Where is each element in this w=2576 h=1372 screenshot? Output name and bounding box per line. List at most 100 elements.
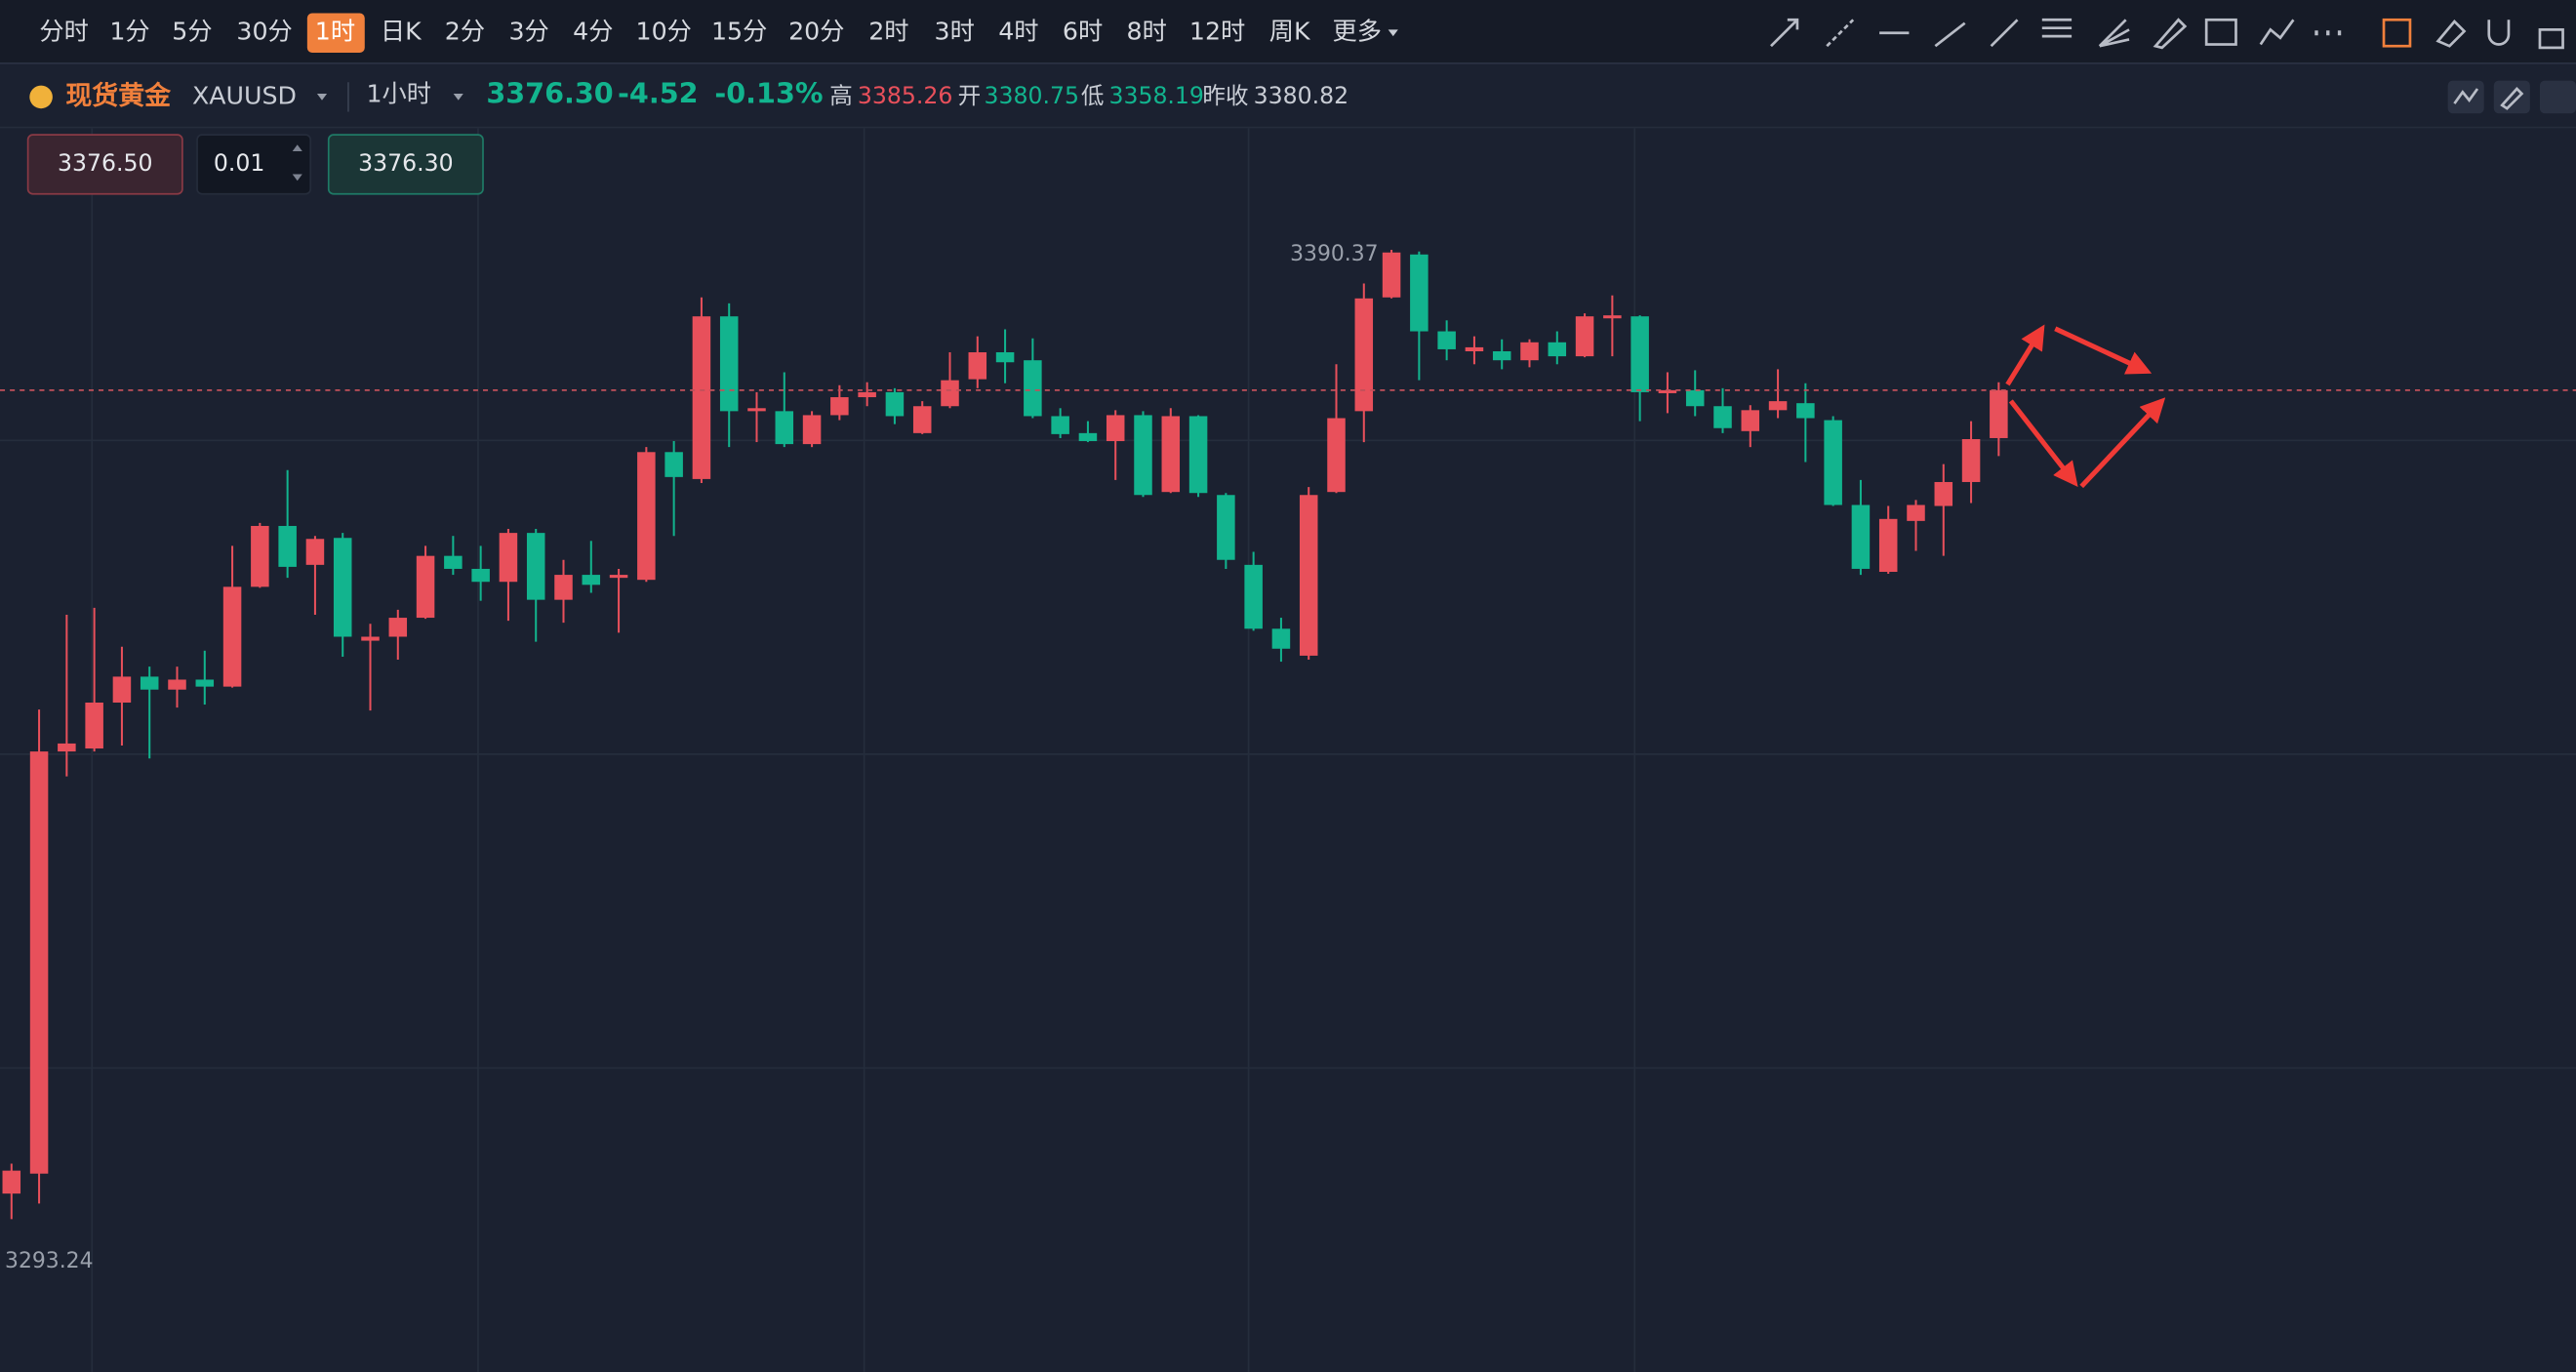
dropdown-caret[interactable]: [453, 94, 463, 101]
candle-body: [1354, 298, 1374, 412]
symbol-icon: [29, 85, 53, 109]
tool-icon[interactable]: [2204, 18, 2237, 46]
candle-body: [278, 525, 297, 567]
interval-tab[interactable]: 2时: [868, 18, 908, 46]
candle-body: [1465, 346, 1484, 351]
candle-body: [195, 679, 215, 687]
interval-tab[interactable]: 1分: [109, 18, 149, 46]
interval-tab[interactable]: 4分: [573, 18, 613, 46]
candle-body: [1134, 415, 1152, 496]
interval-tab[interactable]: 12时: [1189, 18, 1245, 46]
candle-body: [1824, 420, 1842, 505]
candle-body: [885, 391, 905, 417]
candle-body: [112, 676, 132, 703]
grid: [0, 128, 2576, 1372]
candle-body: [1437, 331, 1456, 349]
candle-body: [1603, 315, 1622, 319]
tool-icon[interactable]: [1826, 19, 1855, 48]
candle-body: [140, 676, 159, 690]
interval-tab[interactable]: 20分: [788, 18, 844, 46]
candle-body: [1851, 504, 1871, 569]
candles: 3390.37 3293.24: [0, 242, 2576, 1273]
interval-tab[interactable]: 3时: [935, 18, 975, 46]
candle-body: [1299, 495, 1318, 656]
candle-body: [912, 406, 932, 433]
buy-button[interactable]: [327, 134, 484, 195]
tool-icon[interactable]: [1770, 18, 1799, 48]
interval-tab[interactable]: 5分: [172, 18, 212, 46]
sell-price[interactable]: 3376.50: [58, 149, 152, 177]
tool-icon[interactable]: [2041, 18, 2073, 38]
chart-button[interactable]: [2493, 80, 2530, 114]
interval-tab[interactable]: 15分: [711, 18, 767, 46]
interval-tab[interactable]: 8时: [1127, 18, 1167, 46]
annotation-arrows: [2005, 324, 2166, 489]
prev-close-value: 3380.82: [1254, 82, 1348, 109]
low-value: 3358.19: [1108, 82, 1203, 109]
candle-body: [444, 555, 463, 569]
symbol-name[interactable]: 现货黄金: [65, 80, 172, 111]
tool-icon[interactable]: [2487, 20, 2511, 46]
prev-close-label: 昨收: [1202, 82, 1248, 109]
price-change-pct: -0.13%: [714, 77, 823, 110]
period[interactable]: 1小时: [366, 80, 431, 108]
sell-button[interactable]: [26, 134, 183, 195]
tool-icon[interactable]: [2435, 19, 2467, 48]
qty-input[interactable]: [196, 134, 312, 195]
candle-body: [582, 575, 601, 585]
candle-body: [85, 702, 103, 749]
candle-body: [2, 1170, 21, 1194]
candle-body: [222, 586, 242, 687]
tool-icon[interactable]: [2153, 18, 2188, 50]
interval-tab[interactable]: 分时: [39, 18, 89, 46]
tool-icon[interactable]: [1990, 19, 2019, 48]
tool-icon[interactable]: [2382, 18, 2412, 48]
interval-tab[interactable]: 4时: [998, 18, 1038, 46]
symbol-code[interactable]: XAUUSD: [192, 81, 297, 109]
arrow: [2079, 397, 2166, 489]
candle-body: [1492, 350, 1511, 361]
candle-body: [1685, 389, 1705, 407]
candle-body: [802, 415, 822, 445]
interval-tab[interactable]: 6时: [1063, 18, 1103, 46]
last-price: 3376.30: [486, 77, 613, 110]
interval-tabs: 分时 1分 5分 30分 1时 日K 2分 3分 4分 10分 15分 20分 2时 3时 4时 6时 8时 12…: [39, 13, 1398, 53]
tool-icon[interactable]: [2098, 19, 2130, 48]
candle-body: [471, 568, 490, 583]
tool-icon[interactable]: [2259, 19, 2295, 46]
candle-body: [251, 525, 269, 587]
interval-tab[interactable]: 30分: [236, 18, 292, 46]
candle-body: [1244, 564, 1263, 629]
interval-tab[interactable]: 2分: [445, 18, 485, 46]
candle-body: [1410, 254, 1429, 332]
candle-body: [333, 538, 352, 637]
candle-body: [664, 452, 683, 477]
candle-body: [1990, 389, 2008, 438]
chart-button[interactable]: [2539, 80, 2576, 114]
high-label: 高: [829, 82, 853, 109]
candle-body: [941, 380, 959, 407]
dropdown-caret[interactable]: [316, 94, 328, 101]
candle-body: [1741, 410, 1760, 431]
interval-tab[interactable]: 1时: [315, 18, 355, 46]
interval-tab[interactable]: 周K: [1269, 18, 1311, 46]
interval-tab[interactable]: 3分: [508, 18, 548, 46]
buy-price[interactable]: 3376.30: [358, 149, 453, 177]
candle-body: [692, 316, 711, 479]
candle-body: [361, 636, 380, 641]
tool-icon[interactable]: [2538, 28, 2564, 50]
tool-icon[interactable]: [1934, 21, 1966, 48]
candle-body: [416, 555, 435, 619]
arrow: [2054, 326, 2153, 375]
candle-body: [554, 575, 573, 600]
qty-value[interactable]: 0.01: [214, 149, 264, 177]
candle-body: [1961, 438, 1981, 482]
candle-body: [637, 452, 656, 581]
candle-body: [1188, 416, 1208, 494]
interval-tab[interactable]: 更多: [1332, 18, 1382, 46]
interval-tab[interactable]: 日K: [381, 18, 423, 46]
candle-body: [775, 411, 794, 445]
interval-tab[interactable]: 10分: [636, 18, 692, 46]
